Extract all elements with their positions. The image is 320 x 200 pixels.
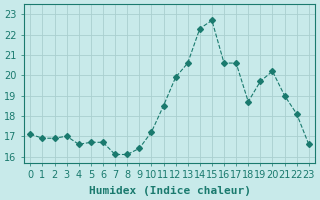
X-axis label: Humidex (Indice chaleur): Humidex (Indice chaleur)	[89, 186, 251, 196]
